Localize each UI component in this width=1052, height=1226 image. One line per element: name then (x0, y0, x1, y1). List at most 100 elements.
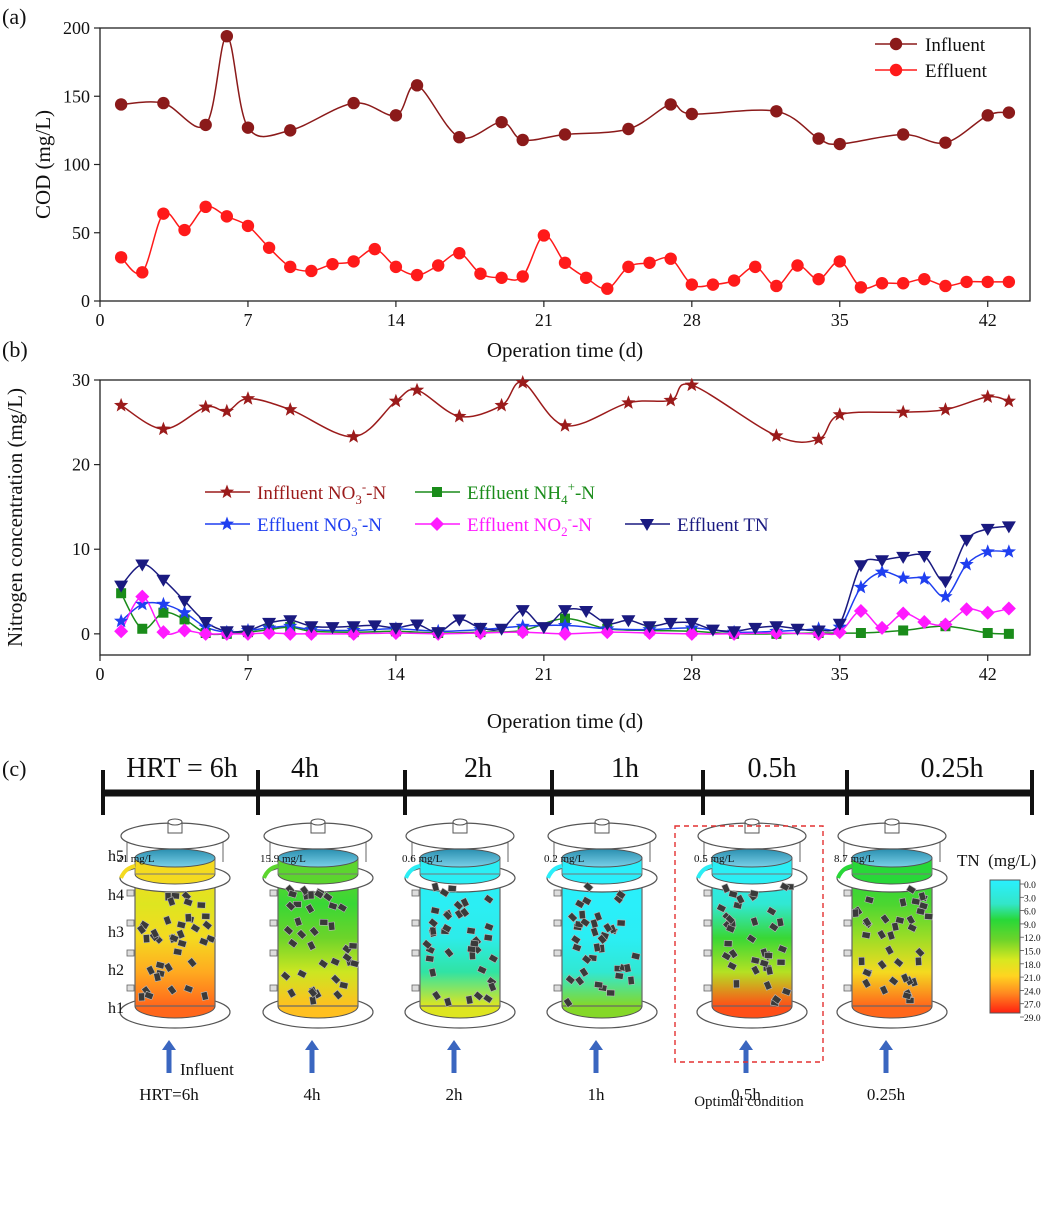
series-line (120, 205, 1009, 290)
data-point (684, 617, 699, 630)
media-particle (581, 895, 593, 906)
media-particle (327, 921, 336, 931)
colorbar-tick-label: 12.0 (1024, 934, 1041, 944)
data-point (347, 96, 360, 110)
sampling-port (843, 949, 852, 957)
data-point (558, 128, 572, 141)
colorbar-tick-label: 27.0 (1024, 1001, 1041, 1011)
data-point (495, 271, 508, 284)
data-point (284, 124, 297, 137)
effluent-concentration: 21 mg/L (117, 853, 155, 865)
data-point (389, 109, 403, 122)
data-point (980, 544, 995, 558)
lid-knob-top (744, 818, 760, 826)
effluent-concentration: 15.9 mg/L (260, 853, 306, 865)
media-particle (482, 993, 494, 1004)
sampling-port (126, 949, 135, 957)
x-tick-label: 14 (387, 664, 405, 684)
data-point (158, 607, 169, 618)
data-point (748, 622, 763, 635)
influent-arrowhead (739, 1040, 753, 1050)
data-point (1001, 393, 1016, 408)
media-particle (884, 944, 895, 956)
colorbar-tick-label: 9.0 (1024, 921, 1036, 931)
y-tick-label: 100 (63, 155, 90, 175)
data-point (495, 115, 508, 129)
data-point (474, 267, 487, 280)
data-point (262, 617, 277, 630)
media-particle (602, 922, 613, 934)
data-point (156, 421, 171, 436)
media-particle (483, 893, 495, 905)
influent-arrowhead (879, 1040, 893, 1050)
data-point (241, 121, 255, 134)
media-particle (571, 942, 583, 953)
media-particle (460, 897, 470, 908)
media-particle (724, 914, 736, 925)
media-particle (327, 901, 338, 911)
media-particle (349, 959, 360, 968)
legend-marker (219, 516, 235, 531)
media-particle (452, 900, 464, 911)
data-point (853, 579, 868, 594)
data-point (959, 602, 974, 617)
media-particle (781, 987, 792, 997)
media-particle (201, 919, 213, 931)
media-particle (562, 997, 574, 1008)
media-particle (616, 919, 626, 927)
timeline-label: 4h (291, 753, 319, 784)
cod-chart: 0 7 14 21 28 35 42 0 50 100 150 200 Operation time (… (31, 18, 1031, 362)
data-point (938, 576, 953, 589)
media-particle (924, 912, 934, 921)
data-point (853, 604, 868, 618)
data-point (918, 272, 931, 286)
data-point (959, 534, 974, 547)
media-particle (876, 929, 887, 940)
data-point (283, 615, 298, 628)
legend-label: Effluent NO3--N (257, 511, 382, 539)
media-particle (431, 990, 442, 1002)
optimal-box (674, 825, 824, 1063)
colorbar-tick-label: 0.0 (1024, 881, 1036, 891)
media-particle (322, 891, 334, 903)
media-particle (307, 890, 315, 900)
media-particle (733, 979, 740, 989)
data-point (917, 551, 932, 563)
data-point (516, 133, 529, 147)
data-point (198, 399, 213, 414)
data-point (368, 242, 381, 256)
data-point (219, 626, 234, 639)
media-particle (348, 942, 358, 950)
data-point (156, 574, 171, 587)
media-particle (879, 984, 889, 996)
media-particle (861, 977, 872, 989)
data-point (346, 621, 361, 634)
panel-a-label: (a) (2, 4, 26, 29)
data-point (874, 564, 890, 579)
data-point (283, 402, 298, 416)
data-point (896, 570, 911, 585)
outlet-tube (262, 864, 279, 879)
data-point (515, 605, 530, 618)
media-particle (574, 898, 586, 910)
media-particle (564, 974, 576, 985)
sampling-port (553, 949, 562, 957)
data-point (557, 617, 573, 632)
colorbar-title: TN (mg/L) (957, 851, 1036, 870)
height-label: h4 (108, 887, 124, 904)
y-tick-label: 200 (63, 18, 90, 38)
data-point (663, 392, 678, 407)
data-point (917, 615, 932, 629)
media-particle (442, 910, 453, 921)
y-tick-label: 50 (72, 223, 90, 243)
media-particle (425, 954, 435, 963)
data-point (896, 551, 911, 564)
reactor: 0.6 mg/L 2h (402, 818, 516, 1104)
outlet-tube (696, 864, 713, 879)
media-particle (319, 918, 329, 926)
sampling-port (553, 889, 562, 897)
sampling-port (703, 949, 712, 957)
outlet-tube (119, 864, 136, 879)
media-particle (716, 903, 727, 913)
